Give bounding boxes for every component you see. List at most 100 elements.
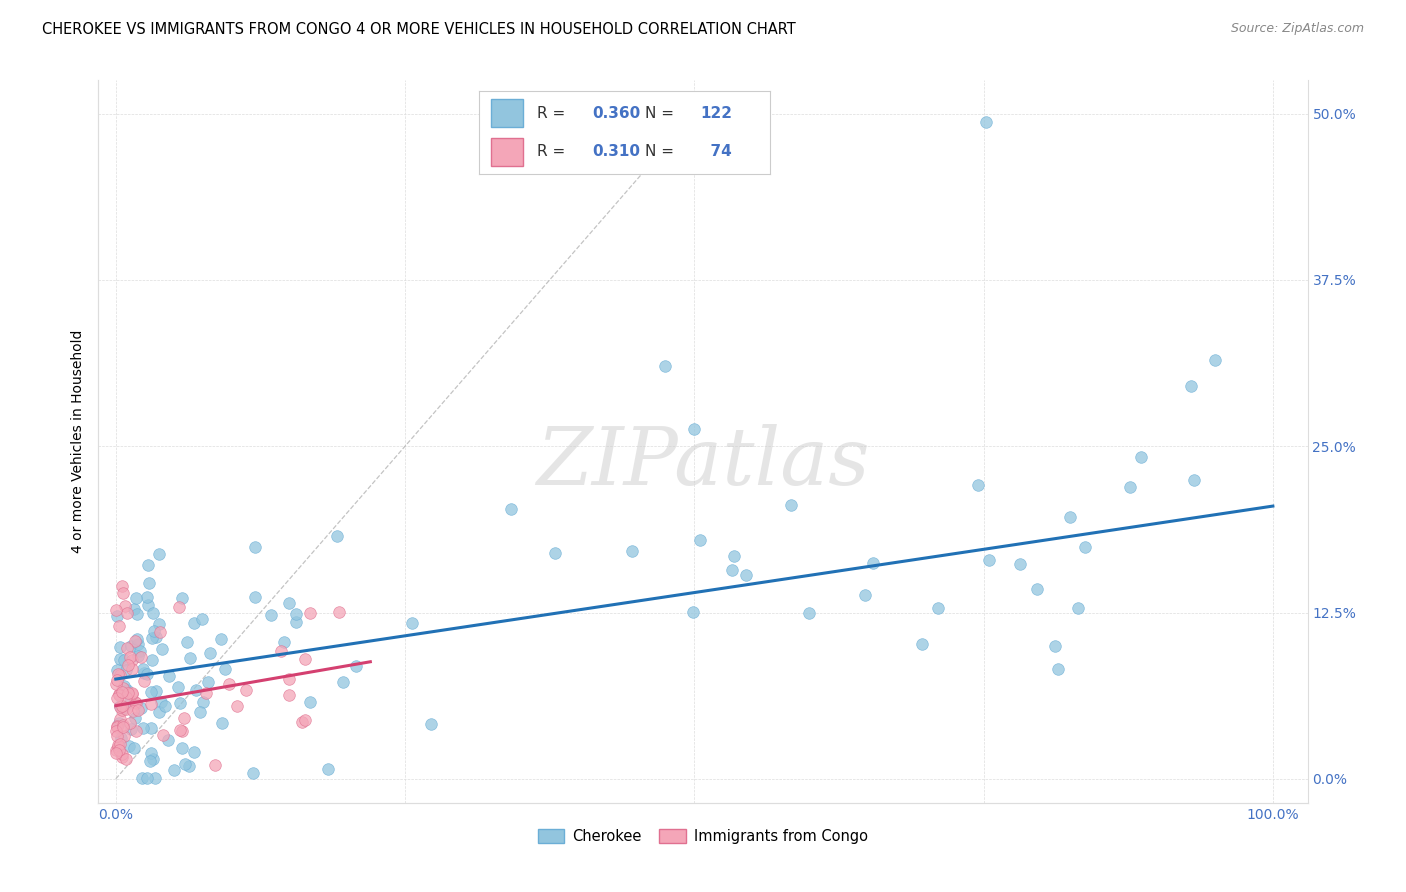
Point — [114, 599, 136, 613]
Point — [225, 699, 247, 714]
Point — [112, 653, 135, 667]
Point — [141, 684, 163, 698]
Point — [170, 741, 193, 756]
Point — [204, 757, 226, 772]
Point — [235, 683, 257, 698]
Point — [131, 721, 153, 735]
Point — [153, 698, 176, 713]
Point — [148, 547, 170, 561]
Point — [780, 499, 803, 513]
Point — [172, 591, 194, 605]
Point — [120, 716, 142, 731]
Point — [112, 679, 135, 693]
Point — [148, 617, 170, 632]
Point — [270, 644, 292, 658]
Point — [167, 599, 190, 614]
Text: ZIPatlas: ZIPatlas — [536, 425, 870, 502]
Point — [1182, 473, 1205, 487]
Point — [150, 642, 173, 657]
Point — [855, 588, 877, 602]
Point — [273, 634, 295, 648]
Point — [683, 422, 706, 436]
Point — [166, 680, 188, 694]
Point — [111, 747, 134, 762]
Point — [277, 689, 299, 703]
Point — [689, 533, 711, 547]
Point — [141, 631, 163, 645]
Point — [1043, 639, 1066, 653]
Point — [143, 624, 166, 638]
Point — [318, 762, 340, 776]
Point — [974, 114, 997, 128]
Point — [294, 652, 316, 666]
Point — [111, 684, 134, 698]
Point — [117, 657, 139, 672]
Point — [111, 750, 134, 764]
Point — [243, 540, 266, 554]
Point — [118, 695, 141, 709]
Point — [298, 695, 321, 709]
Text: Source: ZipAtlas.com: Source: ZipAtlas.com — [1230, 22, 1364, 36]
Point — [127, 703, 149, 717]
Point — [1067, 600, 1090, 615]
Point — [1008, 557, 1031, 571]
Text: CHEROKEE VS IMMIGRANTS FROM CONGO 4 OR MORE VEHICLES IN HOUSEHOLD CORRELATION CH: CHEROKEE VS IMMIGRANTS FROM CONGO 4 OR M… — [42, 22, 796, 37]
Point — [125, 696, 148, 710]
Point — [129, 644, 152, 658]
Point — [294, 713, 316, 727]
Point — [132, 673, 155, 688]
Point — [136, 598, 159, 612]
Point — [105, 664, 128, 678]
Point — [118, 739, 141, 753]
Point — [136, 558, 159, 572]
Point — [169, 696, 191, 710]
Point — [111, 703, 134, 717]
Point — [132, 666, 155, 681]
Point — [977, 552, 1000, 566]
Point — [332, 674, 354, 689]
Point — [862, 557, 884, 571]
Point — [139, 721, 162, 735]
Point — [242, 766, 264, 780]
Point — [105, 673, 128, 687]
Point — [108, 688, 131, 702]
Point — [176, 635, 198, 649]
Point — [129, 701, 152, 715]
Point — [139, 697, 162, 711]
Point — [138, 576, 160, 591]
Point — [277, 672, 299, 686]
Point — [1074, 540, 1097, 554]
Point — [967, 478, 990, 492]
Point — [328, 605, 350, 619]
Point — [117, 682, 139, 697]
Point — [142, 606, 165, 620]
Point — [124, 740, 146, 755]
Point — [108, 700, 131, 714]
Point — [105, 690, 128, 705]
Point — [115, 690, 138, 704]
Point — [121, 653, 143, 667]
Point — [105, 603, 128, 617]
Point — [110, 731, 132, 745]
Point — [284, 615, 307, 629]
Point — [125, 591, 148, 606]
Point — [344, 659, 367, 673]
Point — [1180, 379, 1202, 393]
Point — [654, 359, 676, 374]
Point — [110, 712, 132, 726]
Point — [621, 544, 644, 558]
Point — [152, 728, 174, 742]
Point — [1204, 352, 1226, 367]
Point — [121, 686, 143, 700]
Point — [145, 630, 167, 644]
Point — [124, 634, 146, 648]
Point — [139, 746, 162, 760]
Point — [127, 637, 149, 651]
Point — [107, 739, 129, 754]
Point — [105, 720, 128, 734]
Point — [799, 606, 821, 620]
Point — [112, 720, 135, 734]
Point — [143, 771, 166, 785]
Point — [142, 752, 165, 766]
Point — [110, 668, 132, 682]
